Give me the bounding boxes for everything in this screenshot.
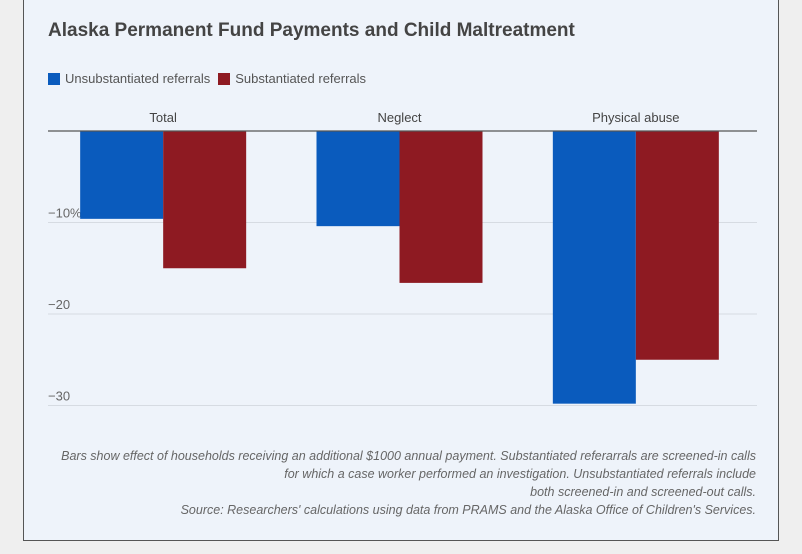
- chart-note: Bars show effect of households receiving…: [36, 447, 756, 519]
- bar-unsubstantiated: [552, 131, 636, 404]
- legend-swatch-unsubstantiated: [48, 72, 60, 85]
- bar-unsubstantiated: [316, 131, 400, 227]
- legend-label-substantiated: Substantiated referrals: [235, 71, 367, 86]
- bar-substantiated: [163, 131, 247, 269]
- bar-substantiated: [399, 131, 483, 283]
- legend-label-unsubstantiated: Unsubstantiated referrals: [65, 71, 211, 86]
- chart-title: Alaska Permanent Fund Payments and Child…: [48, 20, 575, 41]
- category-label: Neglect: [377, 110, 421, 125]
- bar-chart-plot: −10% −20 −30 Total Neglect Physical abuse: [48, 110, 757, 406]
- note-line: both screened-in and screened-out calls.: [530, 485, 756, 499]
- legend-item-unsubstantiated: Unsubstantiated referrals: [48, 71, 210, 86]
- legend-item-substantiated: Substantiated referrals: [218, 71, 366, 86]
- y-tick-label: −30: [48, 389, 70, 404]
- bar-unsubstantiated: [80, 131, 164, 219]
- legend: Unsubstantiated referrals Substantiated …: [48, 71, 374, 86]
- chart-card: Alaska Permanent Fund Payments and Child…: [23, 0, 779, 541]
- y-tick-label: −10%: [48, 206, 82, 221]
- category-label: Total: [149, 110, 177, 125]
- note-line: for which a case worker performed an inv…: [284, 467, 756, 481]
- legend-swatch-substantiated: [218, 72, 231, 85]
- category-label: Physical abuse: [592, 110, 679, 125]
- source-line: Source: Researchers' calculations using …: [180, 503, 756, 517]
- bar-substantiated: [635, 131, 719, 360]
- note-line: Bars show effect of households receiving…: [61, 449, 756, 463]
- y-tick-label: −20: [48, 297, 70, 312]
